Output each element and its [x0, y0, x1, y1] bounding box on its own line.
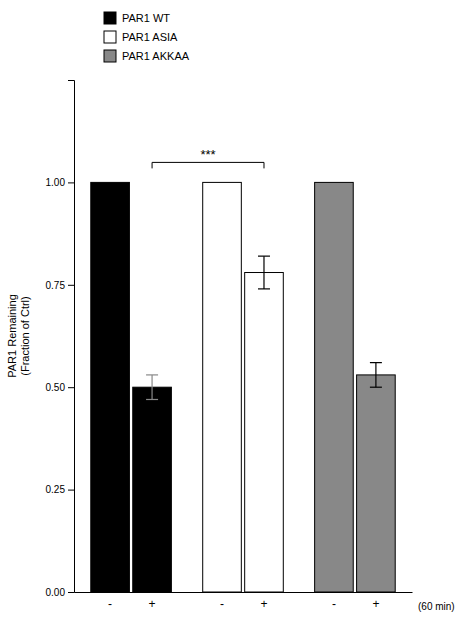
x-axis-main: [75, 592, 413, 593]
annotations: *** (60 min): [152, 147, 455, 612]
x-tick-group: -+: [108, 592, 155, 611]
y-tick-label: 0.50: [46, 382, 66, 393]
error-bar-line: [258, 256, 270, 257]
legend-swatch: [104, 31, 116, 43]
y-tick-mark: [68, 387, 74, 388]
y-tick-label: 0.25: [46, 484, 66, 495]
y-tick-mark: [68, 490, 74, 491]
legend-item: PAR1 WT: [104, 12, 170, 24]
error-bar-line: [151, 375, 152, 400]
y-tick-mark: [68, 285, 74, 286]
error-bar: [146, 375, 158, 400]
legend-label: PAR1 WT: [122, 12, 170, 24]
y-tick: 0.50: [46, 382, 74, 393]
bar: [133, 387, 172, 592]
x-tick: +: [260, 592, 267, 611]
bar: [203, 182, 242, 592]
significance-label: ***: [200, 147, 215, 162]
y-axis-line: [68, 81, 75, 593]
x-tick: -: [108, 592, 112, 611]
error-bar-line: [370, 387, 382, 388]
y-tick: 0.75: [46, 280, 74, 291]
x-tick-label: +: [149, 597, 156, 611]
x-axis-line: [75, 592, 413, 593]
error-bar-line: [258, 288, 270, 289]
legend-item: PAR1 AKKAA: [104, 50, 190, 62]
error-bar: [370, 363, 382, 388]
y-tick-mark: [68, 182, 74, 183]
error-bar-line: [375, 363, 376, 388]
plot-area: 0.00 0.25 0.50 0.75 1.00 PAR1 Remaining(Fract…: [6, 81, 455, 613]
legend-item: PAR1 ASIA: [104, 31, 178, 43]
x-tick-label: -: [332, 597, 336, 611]
legend-label: PAR1 AKKAA: [122, 50, 190, 62]
bar: [357, 375, 396, 592]
x-tick: -: [220, 592, 224, 611]
significance-bracket: [152, 162, 264, 168]
x-tick-label: +: [260, 597, 267, 611]
y-axis: 0.00 0.25 0.50 0.75 1.00: [46, 81, 75, 598]
bar: [315, 182, 354, 592]
bar: [91, 182, 130, 592]
error-bar-line: [263, 256, 264, 289]
error-bar-line: [146, 399, 158, 400]
legend-swatch: [104, 12, 116, 24]
y-tick: 0.25: [46, 484, 74, 495]
x-tick: +: [149, 592, 156, 611]
legend: PAR1 WT PAR1 ASIA PAR1 AKKAA: [104, 12, 190, 62]
legend-swatch: [104, 50, 116, 62]
axis-note: (60 min): [418, 601, 455, 612]
x-tick-label: +: [372, 597, 379, 611]
error-bar-line: [370, 362, 382, 363]
y-tick: 1.00: [46, 177, 74, 188]
bar: [245, 273, 284, 592]
x-axis: -+-+-+: [75, 592, 413, 611]
y-tick-mark: [68, 592, 74, 593]
error-bar-line: [146, 374, 158, 375]
y-axis-title: PAR1 Remaining(Fraction of Ctrl): [6, 294, 31, 378]
error-bar: [258, 256, 270, 289]
x-tick-group: -+: [332, 592, 379, 611]
legend-label: PAR1 ASIA: [122, 31, 178, 43]
x-tick: +: [372, 592, 379, 611]
marks: [91, 182, 395, 592]
x-tick-label: -: [220, 597, 224, 611]
x-tick-group: -+: [220, 592, 267, 611]
y-tick-label: 0.00: [46, 587, 66, 598]
chart-svg: 0.00 0.25 0.50 0.75 1.00 PAR1 Remaining(Fract…: [0, 0, 474, 642]
y-tick-label: 1.00: [46, 177, 66, 188]
x-tick: -: [332, 592, 336, 611]
y-tick: 0.00: [46, 587, 74, 598]
x-tick-label: -: [108, 597, 112, 611]
y-tick-label: 0.75: [46, 280, 66, 291]
